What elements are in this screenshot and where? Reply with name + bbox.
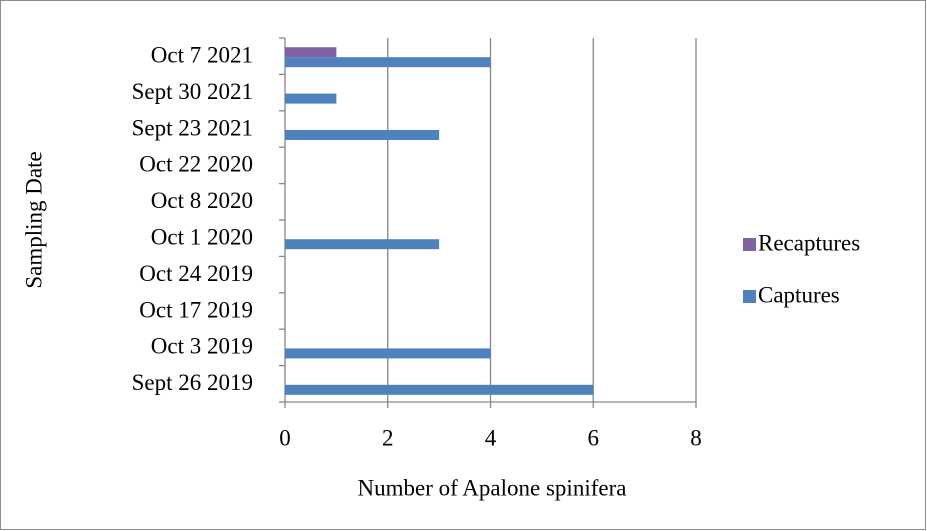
x-tick-label: 8 [690, 425, 702, 450]
bar [285, 93, 337, 104]
y-tick-label: Sept 30 2021 [132, 79, 253, 104]
x-tick-label: 6 [588, 425, 600, 450]
bar [285, 348, 491, 359]
bar [285, 384, 594, 395]
legend-swatch [743, 238, 756, 251]
bar [285, 57, 491, 68]
x-axis-title: Number of Apalone spinifera [358, 475, 627, 500]
y-tick-label: Oct 1 2020 [151, 224, 253, 249]
bar [285, 239, 440, 250]
y-tick-label: Sept 23 2021 [132, 115, 253, 140]
y-tick-label: Oct 24 2019 [139, 261, 253, 286]
x-tick-label: 0 [279, 425, 291, 450]
legend-label: Captures [758, 282, 840, 307]
bar [285, 47, 337, 58]
legend-label: Recaptures [758, 230, 860, 255]
y-tick-label: Oct 8 2020 [151, 188, 253, 213]
y-tick-label: Oct 3 2019 [151, 334, 253, 359]
y-tick-label: Sept 26 2019 [132, 370, 253, 395]
x-tick-label: 4 [485, 425, 497, 450]
legend-swatch [743, 290, 756, 303]
y-tick-label: Oct 22 2020 [139, 152, 253, 177]
x-tick-label: 2 [382, 425, 394, 450]
bar [285, 130, 440, 140]
y-tick-label: Oct 17 2019 [139, 297, 253, 322]
y-tick-label: Oct 7 2021 [151, 42, 253, 67]
y-axis-title: Sampling Date [21, 151, 46, 288]
